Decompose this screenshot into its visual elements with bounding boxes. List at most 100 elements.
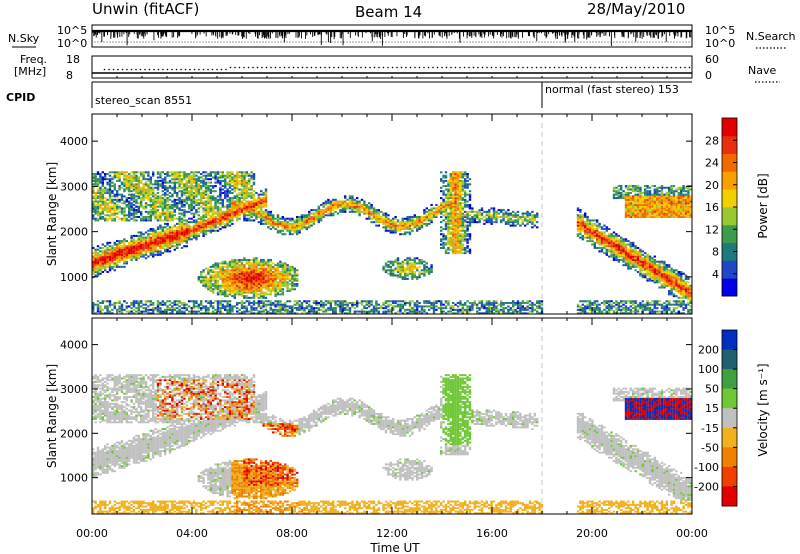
heatmap-cell: [154, 181, 157, 184]
heatmap-cell: [238, 203, 241, 206]
heatmap-cell: [269, 222, 272, 225]
heatmap-cell: [171, 219, 174, 222]
heatmap-cell: [269, 219, 272, 222]
beam-title: Beam 14: [355, 3, 422, 21]
heatmap-cell: [154, 250, 157, 253]
heatmap-cell: [166, 188, 169, 191]
heatmap-cell: [101, 257, 104, 260]
heatmap-cell: [281, 293, 284, 296]
heatmap-cell: [137, 179, 140, 182]
heatmap-cell: [252, 257, 256, 260]
heatmap-cell: [377, 307, 380, 310]
heatmap-cell: [228, 308, 232, 311]
heatmap-cell: [408, 310, 412, 313]
heatmap-cell: [380, 215, 383, 219]
heatmap-cell: [212, 226, 215, 229]
heatmap-cell: [219, 193, 222, 196]
heatmap-cell: [192, 300, 196, 303]
heatmap-cell: [231, 291, 234, 294]
heatmap-cell: [360, 308, 364, 311]
heatmap-cell: [101, 200, 104, 203]
nave-dot: [225, 68, 227, 71]
heatmap-cell: [214, 210, 217, 213]
heatmap-cell: [363, 200, 366, 203]
heatmap-cell: [243, 312, 246, 315]
heatmap-cell: [161, 252, 164, 255]
heatmap-cell: [96, 257, 100, 260]
heatmap-cell: [264, 222, 268, 225]
heatmap-cell: [106, 209, 109, 212]
heatmap-cell: [212, 291, 215, 294]
heatmap-cell: [221, 293, 224, 296]
heatmap-cell: [152, 228, 155, 231]
heatmap-cell: [101, 246, 104, 249]
heatmap-cell: [144, 303, 148, 306]
heatmap-cell: [209, 190, 212, 193]
heatmap-cell: [154, 229, 157, 232]
heatmap-cell: [101, 271, 104, 274]
heatmap-cell: [94, 207, 97, 210]
heatmap-cell: [279, 301, 282, 304]
heatmap-cell: [312, 221, 316, 224]
heatmap-cell: [137, 231, 140, 234]
heatmap-cell: [96, 203, 100, 206]
heatmap-cell: [416, 303, 419, 306]
heatmap-cell: [240, 265, 244, 268]
heatmap-cell: [252, 277, 256, 280]
heatmap-cell: [178, 186, 181, 189]
heatmap-cell: [137, 207, 140, 210]
heatmap-cell: [216, 210, 220, 213]
heatmap-cell: [92, 209, 95, 212]
heatmap-cell: [164, 203, 167, 206]
nave-dot: [229, 66, 232, 69]
heatmap-cell: [264, 286, 268, 289]
heatmap-cell: [183, 209, 186, 212]
heatmap-cell: [216, 274, 220, 277]
heatmap-cell: [216, 219, 220, 222]
heatmap-cell: [202, 229, 205, 232]
heatmap-cell: [135, 198, 138, 201]
heatmap-cell: [399, 269, 402, 272]
heatmap-cell: [118, 250, 121, 253]
heatmap-cell: [255, 215, 258, 219]
heatmap-cell: [219, 312, 222, 315]
heatmap-cell: [300, 226, 304, 229]
heatmap-cell: [125, 183, 128, 186]
heatmap-cell: [324, 210, 328, 213]
heatmap-cell: [99, 312, 102, 315]
heatmap-cell: [406, 260, 409, 263]
heatmap-cell: [334, 303, 337, 306]
heatmap-cell: [341, 200, 344, 203]
heatmap-cell: [245, 272, 248, 275]
heatmap-cell: [238, 265, 241, 268]
heatmap-cell: [140, 238, 143, 241]
heatmap-cell: [212, 284, 215, 287]
heatmap-cell: [219, 269, 222, 272]
heatmap-cell: [416, 257, 419, 260]
heatmap-cell: [128, 212, 131, 215]
heatmap-cell: [188, 174, 191, 177]
heatmap-cell: [231, 307, 234, 310]
heatmap-cell: [245, 197, 248, 200]
heatmap-cell: [226, 284, 229, 287]
heatmap-cell: [264, 214, 268, 217]
heatmap-cell: [149, 238, 152, 241]
heatmap-cell: [149, 233, 152, 236]
heatmap-cell: [276, 274, 280, 277]
heatmap-cell: [236, 260, 239, 263]
heatmap-cell: [156, 240, 160, 243]
heatmap-cell: [149, 209, 152, 212]
heatmap-cell: [130, 253, 133, 256]
heatmap-cell: [305, 214, 308, 217]
heatmap-cell: [252, 271, 256, 274]
heatmap-cell: [108, 267, 112, 270]
heatmap-cell: [137, 190, 140, 193]
heatmap-cell: [401, 277, 404, 280]
heatmap-cell: [120, 193, 124, 196]
heatmap-cell: [264, 190, 268, 193]
heatmap-cell: [317, 308, 320, 311]
heatmap-cell: [204, 229, 208, 232]
heatmap-cell: [132, 183, 136, 186]
heatmap-cell: [411, 264, 414, 267]
heatmap-cell: [262, 279, 265, 282]
